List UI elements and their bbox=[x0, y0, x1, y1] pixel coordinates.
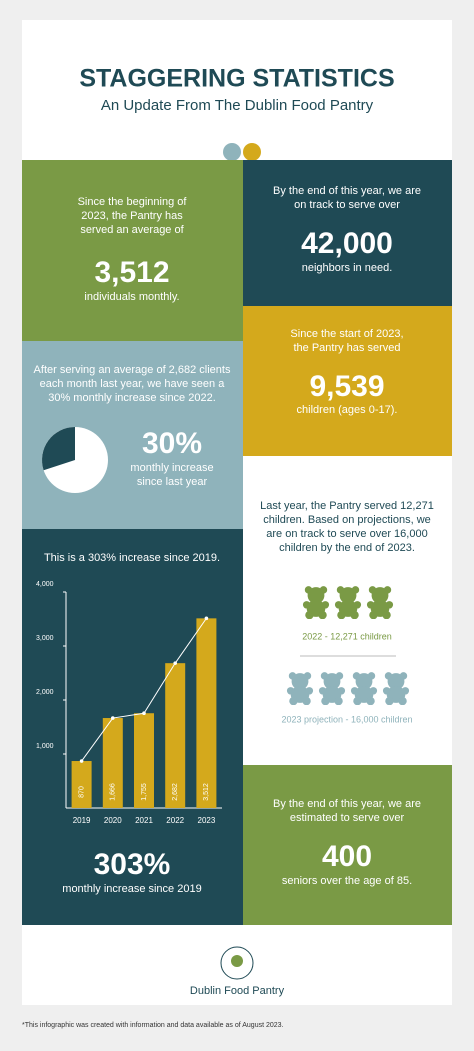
text: served an average of bbox=[80, 224, 184, 236]
title: STAGGERING STATISTICS bbox=[79, 65, 394, 93]
text: children. Based on projections, we bbox=[263, 514, 431, 526]
stat: 9,539 bbox=[309, 370, 384, 403]
y-tick-label: 3,000 bbox=[36, 635, 54, 642]
text: are on track to serve over 16,000 bbox=[266, 528, 427, 540]
caption: seniors over the age of 85. bbox=[282, 875, 412, 887]
bar bbox=[134, 713, 154, 808]
stat: 3,512 bbox=[94, 256, 169, 289]
text: on track to serve over bbox=[294, 199, 400, 211]
value-label: 3,512 bbox=[203, 783, 210, 801]
stat: 42,000 bbox=[301, 227, 393, 260]
subtitle: An Update From The Dublin Food Pantry bbox=[101, 97, 374, 114]
stat: 30% bbox=[142, 427, 202, 460]
caption: neighbors in need. bbox=[302, 262, 393, 274]
bar bbox=[71, 761, 92, 808]
caption: monthly increase since 2019 bbox=[62, 883, 201, 895]
value-label: 1,755 bbox=[141, 783, 148, 801]
y-tick-label: 2,000 bbox=[36, 689, 54, 696]
legend: 2022 - 12,271 children bbox=[302, 631, 392, 641]
panel bbox=[243, 765, 452, 925]
trend-point bbox=[204, 616, 209, 621]
trend-point bbox=[79, 759, 84, 763]
bear-group bbox=[302, 586, 394, 619]
value-label: 2,682 bbox=[172, 783, 179, 801]
caption: monthly increase bbox=[130, 462, 213, 474]
text: Since the beginning of bbox=[78, 196, 188, 208]
text: the Pantry has served bbox=[293, 342, 400, 354]
pin-icon bbox=[243, 143, 261, 161]
x-tick-label: 2022 bbox=[166, 816, 184, 825]
logo bbox=[231, 955, 243, 967]
panel bbox=[243, 160, 452, 306]
trend-point bbox=[173, 661, 177, 665]
caption: since last year bbox=[137, 476, 208, 488]
text: Last year, the Pantry served 12,271 bbox=[260, 500, 434, 512]
caption: children (ages 0-17). bbox=[297, 404, 398, 416]
panel bbox=[22, 160, 243, 341]
trend-point bbox=[142, 711, 146, 716]
value-label: 870 bbox=[78, 786, 85, 798]
x-tick-label: 2020 bbox=[104, 816, 122, 825]
bar bbox=[165, 663, 186, 808]
pin-icon bbox=[223, 143, 241, 161]
text: Since the start of 2023, bbox=[290, 328, 403, 340]
pie-slice bbox=[41, 427, 75, 471]
x-tick-label: 2021 bbox=[135, 816, 153, 825]
text: By the end of this year, we are bbox=[273, 798, 421, 810]
organization: Dublin Food Pantry bbox=[190, 985, 285, 997]
text: estimated to serve over bbox=[290, 812, 405, 824]
value-label: 1,666 bbox=[110, 783, 117, 801]
caption: individuals monthly. bbox=[84, 291, 179, 303]
chart-heading: This is a 303% increase since 2019. bbox=[44, 552, 220, 564]
logo bbox=[220, 946, 254, 980]
footnote: *This infographic was created with infor… bbox=[22, 1022, 284, 1029]
x-tick-label: 2023 bbox=[198, 816, 216, 825]
text: By the end of this year, we are bbox=[273, 185, 421, 197]
bar bbox=[102, 718, 123, 808]
dynamic: 1,000 2,000 3,000 4,000 870 2019 1,666 2020 1,75… bbox=[36, 427, 222, 825]
y-tick-label: 1,000 bbox=[36, 743, 54, 750]
panel bbox=[243, 306, 452, 456]
stat: 303% bbox=[94, 848, 171, 881]
trend-point bbox=[111, 716, 115, 720]
text: 2023, the Pantry has bbox=[81, 210, 183, 222]
stat: 400 bbox=[322, 840, 372, 873]
text: After serving an average of 2,682 client… bbox=[34, 364, 231, 376]
text: children by the end of 2023. bbox=[279, 542, 415, 554]
bar bbox=[196, 618, 217, 808]
x-tick-label: 2019 bbox=[73, 816, 91, 825]
legend: 2023 projection - 16,000 children bbox=[281, 714, 412, 724]
text: each month last year, we have seen a bbox=[40, 378, 226, 390]
text: 30% monthly increase since 2022. bbox=[48, 392, 216, 404]
y-tick-label: 4,000 bbox=[36, 581, 54, 588]
